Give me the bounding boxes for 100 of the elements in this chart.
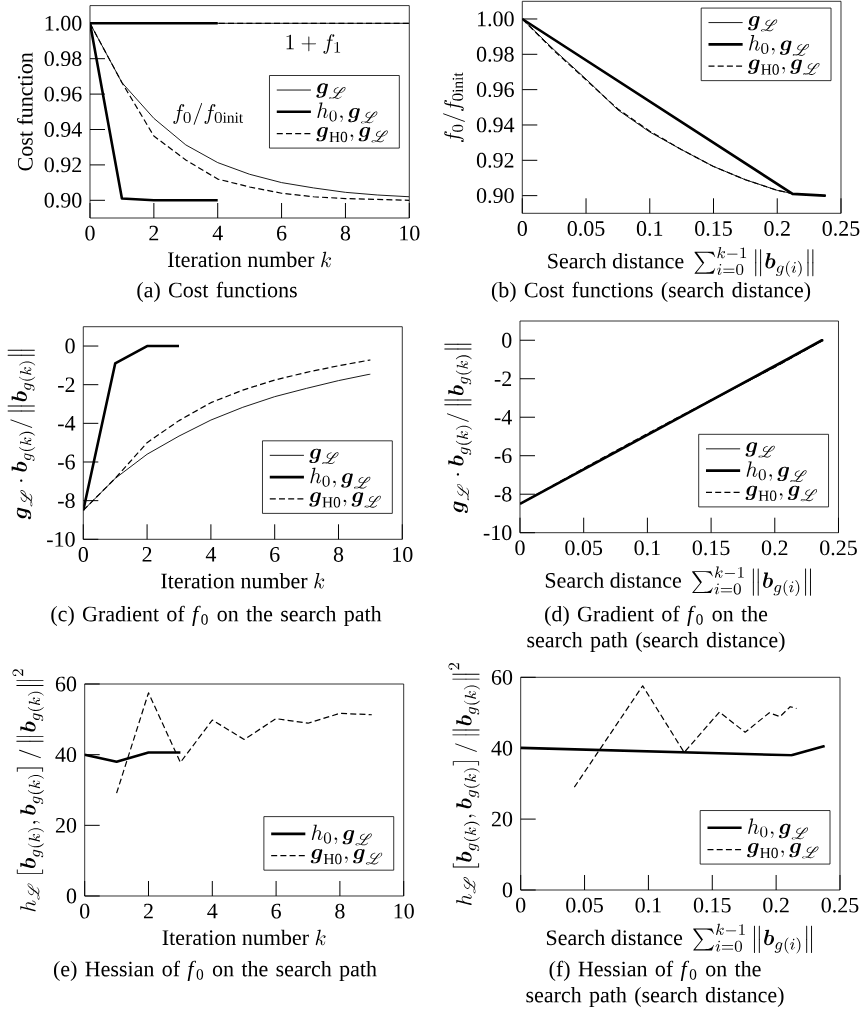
y-tick-label: -10 [483,525,512,541]
y-tick-label: -6 [494,448,512,464]
y-axis-title: $h_{\mathscr{L}} \left[ \boldsymbol{b}_{g(k)}, \boldsymbol{b}_{g(k)} \right] / \left\| \boldsymbol{b}_{g(k)} \right\|^2$ [12,669,44,912]
x-tick-label: 0.05 [567,221,605,236]
x-tick-label: 8 [333,547,344,562]
y-tick-label: -4 [58,416,76,431]
legend-label: $\boldsymbol{g}_{\mathscr{L}}$ [745,442,775,458]
x-tick-label: 6 [271,903,281,919]
y-tick-label: 40 [491,740,513,756]
text: (d) Gradient of f$_{0}$ on the search path (search distance) [527,605,785,652]
x-tick-label: 4 [205,547,217,562]
y-axis-title: $\boldsymbol{g}_{\mathscr{L}} \cdot \boldsymbol{b}_{g(k)} / \left\| \boldsymbol{b}_{g(k)} \right\|$ [7,349,36,520]
y-tick-label: 20 [491,811,513,827]
x-tick-label: 2 [149,225,159,241]
x-tick-label: 0 [516,897,526,913]
legend-label: $\boldsymbol{g}_{\mathscr{L}}$ [309,448,339,465]
y-axis-title: $h_{\mathscr{L}} \left[ \boldsymbol{b}_{g(k)}, \boldsymbol{b}_{g(k)} \right] / \left\| \boldsymbol{b}_{g(k)} \right\|^2$ [448,662,480,906]
x-tick-label: 0 [517,221,527,236]
y-tick-label: 0.90 [476,188,514,204]
x-axis-title: $\text{Iteration number } k$ [161,572,325,589]
x-axis-title: $\text{Iteration number } k$ [168,251,332,268]
legend-label: $h_0, \boldsymbol{g}_{\mathscr{L}}$ [317,102,378,124]
legend-label: $h_0, \boldsymbol{g}_{\mathscr{L}}$ [748,818,809,840]
x-tick-label: 0.05 [565,540,603,556]
annotation: $f_0 / f_{0\mathrm{init}}$ [173,103,244,125]
y-tick-label: 0.98 [476,46,514,62]
x-tick-label: 2 [143,903,153,919]
legend-label: $h_0, \boldsymbol{g}_{\mathscr{L}}$ [310,467,371,489]
x-tick-label: 8 [335,903,345,919]
x-tick-label: 0.05 [566,897,603,913]
x-tick-label: 10 [394,903,414,919]
x-axis-title: $\text{Search distance } \sum_{i=0}^{k-1} \left\| \boldsymbol{b}_{g(i)} \right\|$ [545,566,811,597]
y-tick-label: -2 [494,371,512,387]
legend-label: $\boldsymbol{g}_{\mathrm{H0}}, \boldsymbol{g}_{\mathscr{L}}$ [747,842,819,859]
x-tick-label: 0.15 [693,897,731,913]
x-tick-label: 0 [85,225,95,241]
x-tick-label: 0 [515,540,525,556]
x-tick-label: 4 [212,225,223,241]
y-tick-label: -8 [494,486,512,502]
y-tick-label: 0.90 [44,192,82,208]
legend-label: $\boldsymbol{g}_{\mathrm{H0}}, \boldsymbol{g}_{\mathscr{L}}$ [309,492,381,508]
y-tick-label: 0.98 [44,51,82,67]
y-tick-label: 0.94 [476,117,515,133]
text: (c) Gradient of f$_{0}$ on the search path [51,605,382,626]
x-tick-label: 0.25 [820,540,857,556]
y-tick-label: 40 [55,747,77,763]
x-tick-label: 8 [340,225,351,241]
text: (f) Hessian of f$_{0}$ on the search path (search distance) [526,960,784,1007]
y-tick-label: 0 [502,882,513,898]
y-tick-label: 60 [55,676,77,692]
text: (b) Cost functions (search distance) [491,281,811,302]
x-tick-label: 0.2 [761,540,788,556]
x-axis-title: $\text{Iteration number } k$ [162,929,326,946]
y-tick-label: 0.92 [44,157,82,173]
y-tick-label: 0 [502,332,512,348]
x-tick-label: 2 [142,547,152,562]
legend-label: $\boldsymbol{g}_{\mathrm{H0}}, \boldsymbol{g}_{\mathscr{L}}$ [310,848,383,865]
y-tick-label: 0.94 [44,122,82,137]
legend-label: $\boldsymbol{g}_{\mathscr{L}}$ [748,15,778,32]
text: (a) Cost functions [137,281,297,302]
x-tick-label: 10 [393,547,413,562]
legend-label: $\boldsymbol{g}_{\mathrm{H0}}, \boldsymbol{g}_{\mathscr{L}}$ [748,59,820,75]
x-tick-label: 0.15 [695,221,732,236]
x-axis-title: $\text{Search distance } \sum_{i=0}^{k-1} \left\| \boldsymbol{b}_{g(i)} \right\|$ [548,247,814,277]
y-tick-label: 0.96 [44,86,82,102]
x-tick-label: 10 [400,225,420,241]
legend-label: $\boldsymbol{g}_{\mathrm{H0}}, \boldsymbol{g}_{\mathscr{L}}$ [316,126,388,143]
y-tick-label: -4 [494,410,512,425]
legend-label: $h_0, \boldsymbol{g}_{\mathscr{L}}$ [311,824,372,846]
y-axis-title: $f_0 / f_{0\mathrm{init}}$ [443,72,465,143]
legend-label: $h_0, \boldsymbol{g}_{\mathscr{L}}$ [746,461,807,483]
x-tick-label: 6 [270,547,280,562]
x-tick-label: 0.1 [634,540,660,556]
y-tick-label: -8 [58,493,75,509]
y-tick-label: 0 [65,338,75,354]
legend-label: $\boldsymbol{g}_{\mathscr{L}}$ [316,83,346,99]
y-tick-label: 20 [55,817,77,833]
y-axis-title: $\boldsymbol{g}_{\mathscr{L}} \cdot \boldsymbol{b}_{g(k)} / \left\| \boldsymbol{b}_{g(k)} \right\|$ [444,343,472,514]
y-axis-title: $\text{Cost function}$ [16,52,33,171]
x-tick-label: 4 [207,903,218,919]
y-tick-label: -2 [58,377,75,392]
legend-label: $h_0, \boldsymbol{g}_{\mathscr{L}}$ [749,35,810,56]
y-tick-label: 0.92 [476,152,514,168]
legend-label: $\boldsymbol{g}_{\mathrm{H0}}, \boldsymbol{g}_{\mathscr{L}}$ [745,485,818,502]
y-tick-label: 60 [491,669,513,685]
x-tick-label: 0.25 [821,897,859,913]
x-tick-label: 0.15 [692,540,730,556]
y-tick-label: 1.00 [478,11,514,27]
text: (e) Hessian of f$_{0}$ on the search path [53,960,377,981]
x-tick-label: 0.25 [822,221,860,236]
y-tick-label: -6 [58,454,75,470]
x-tick-label: 0.1 [635,897,661,913]
y-tick-label: -10 [47,531,75,547]
x-axis-title: $\text{Search distance } \sum_{i=0}^{k-1} \left\| \boldsymbol{b}_{g(i)} \right\|$ [546,923,813,954]
x-tick-label: 0.2 [764,221,790,236]
annotation: $1 + f_1$ [286,33,341,54]
x-tick-label: 0.1 [636,221,663,236]
y-tick-label: 1.00 [45,15,82,31]
y-tick-label: 0.96 [476,82,514,98]
x-tick-label: 6 [277,225,287,241]
